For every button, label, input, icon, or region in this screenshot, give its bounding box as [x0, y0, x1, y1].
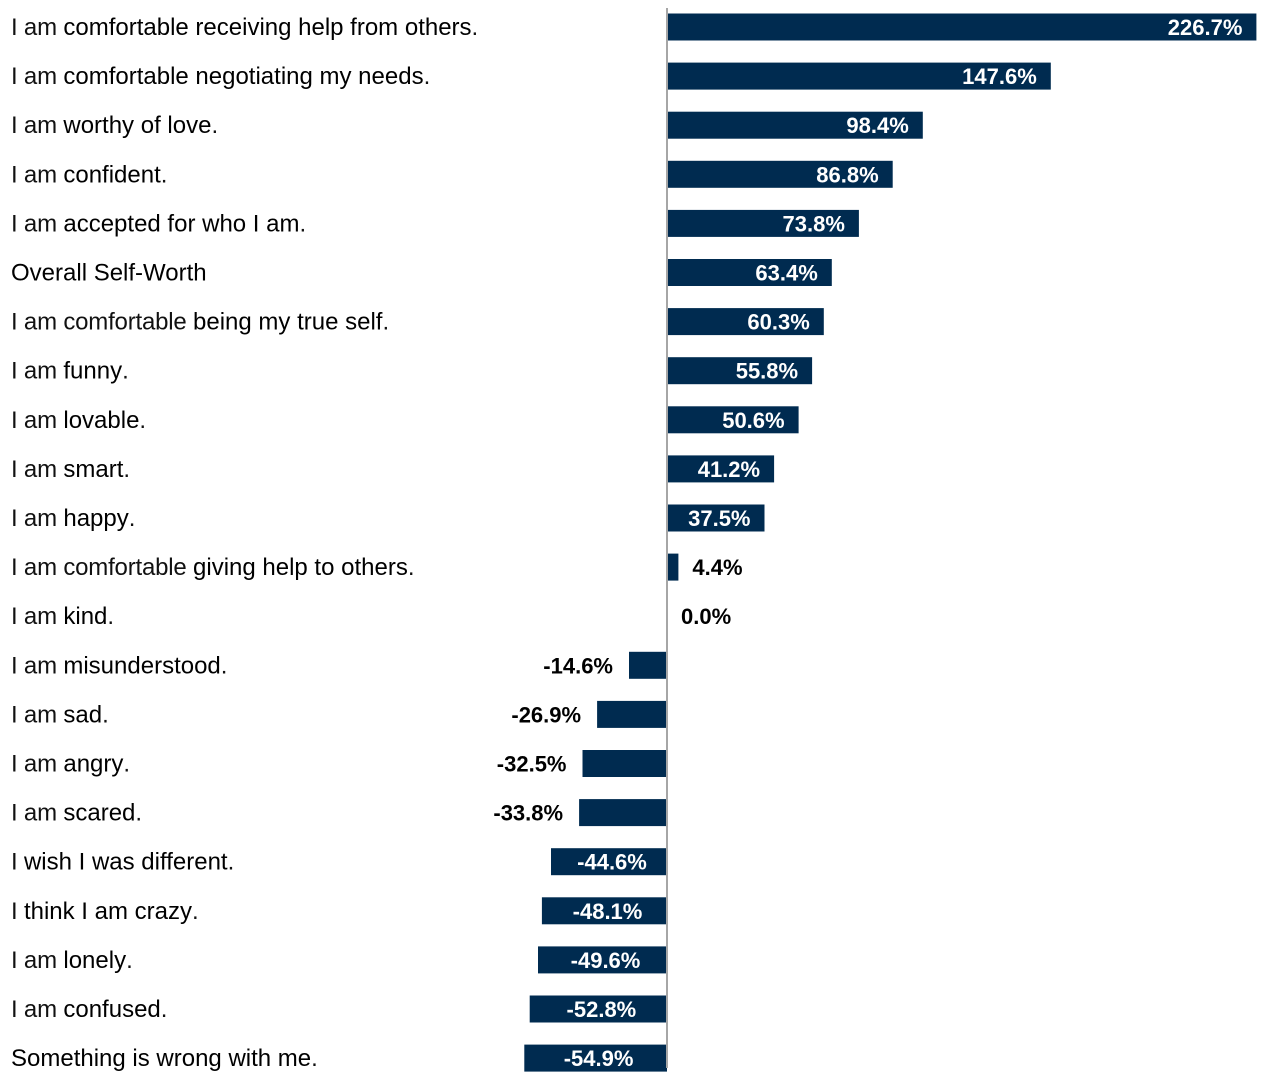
value-label-i-wish-i-was-different: -44.6%	[577, 850, 647, 875]
category-label-i-am-comfortable-giving-help-to-others: I am comfortable giving help to others.	[11, 554, 414, 581]
value-label-i-think-i-am-crazy: -48.1%	[573, 899, 643, 924]
value-label-i-am-sad: -26.9%	[511, 702, 581, 727]
value-label-i-am-funny: 55.8%	[736, 359, 798, 384]
category-labels: I am comfortable receiving help from oth…	[11, 14, 478, 1072]
category-label-i-am-comfortable-receiving-help-from-others: I am comfortable receiving help from oth…	[11, 14, 478, 41]
value-label-i-am-confident: 86.8%	[816, 162, 878, 187]
value-label-i-am-happy: 37.5%	[688, 506, 750, 531]
value-label-i-am-lovable: 50.6%	[722, 408, 784, 433]
category-label-i-think-i-am-crazy: I think I am crazy.	[11, 898, 198, 925]
category-label-i-am-accepted-for-who-i-am: I am accepted for who I am.	[11, 210, 306, 237]
category-label-i-am-confused: I am confused.	[11, 996, 167, 1023]
value-labels: 226.7% 147.6% 98.4% 86.8% 73.8% 63.4% 60.3% 55.…	[493, 15, 1242, 1071]
value-label-i-am-comfortable-giving-help-to-others: 4.4%	[692, 555, 742, 580]
value-label-i-am-scared: -33.8%	[493, 801, 563, 826]
value-label-i-am-angry: -32.5%	[497, 752, 567, 777]
value-label-something-is-wrong-with-me: -54.9%	[564, 1046, 634, 1071]
category-label-i-am-scared: I am scared.	[11, 800, 142, 827]
category-label-i-am-smart: I am smart.	[11, 456, 130, 483]
category-label-i-am-happy: I am happy.	[11, 505, 135, 532]
category-label-i-am-confident: I am confident.	[11, 161, 167, 188]
bar-i-am-angry	[583, 750, 668, 777]
category-label-something-is-wrong-with-me: Something is wrong with me.	[11, 1045, 318, 1072]
category-label-i-am-lovable: I am lovable.	[11, 407, 146, 434]
bar-i-am-misunderstood	[629, 652, 667, 679]
bar-i-am-comfortable-giving-help-to-others	[667, 554, 678, 581]
category-label-i-am-kind: I am kind.	[11, 603, 114, 630]
value-label-i-am-accepted-for-who-i-am: 73.8%	[783, 211, 845, 236]
value-label-i-am-lonely: -49.6%	[571, 948, 641, 973]
bar-i-am-sad	[597, 701, 667, 728]
value-label-i-am-confused: -52.8%	[567, 997, 637, 1022]
value-label-i-am-comfortable-receiving-help-from-others: 226.7%	[1168, 15, 1243, 40]
category-label-i-am-lonely: I am lonely.	[11, 947, 133, 974]
category-label-i-am-misunderstood: I am misunderstood.	[11, 652, 227, 679]
category-label-i-wish-i-was-different: I wish I was different.	[11, 849, 234, 876]
category-label-i-am-angry: I am angry.	[11, 751, 130, 778]
category-label-i-am-sad: I am sad.	[11, 701, 109, 728]
category-label-overall-self-worth: Overall Self-Worth	[11, 260, 207, 287]
category-label-i-am-comfortable-being-my-true-self: I am comfortable being my true self.	[11, 309, 389, 336]
category-label-i-am-comfortable-negotiating-my-needs: I am comfortable negotiating my needs.	[11, 63, 430, 90]
bar-i-am-scared	[579, 799, 667, 826]
category-label-i-am-funny: I am funny.	[11, 358, 129, 385]
value-label-i-am-kind: 0.0%	[681, 604, 731, 629]
value-label-i-am-worthy-of-love: 98.4%	[846, 113, 908, 138]
value-label-overall-self-worth: 63.4%	[755, 261, 817, 286]
value-label-i-am-comfortable-negotiating-my-needs: 147.6%	[962, 64, 1037, 89]
value-label-i-am-comfortable-being-my-true-self: 60.3%	[747, 310, 809, 335]
value-label-i-am-misunderstood: -14.6%	[543, 653, 613, 678]
value-label-i-am-smart: 41.2%	[698, 457, 760, 482]
category-label-i-am-worthy-of-love: I am worthy of love.	[11, 112, 218, 139]
